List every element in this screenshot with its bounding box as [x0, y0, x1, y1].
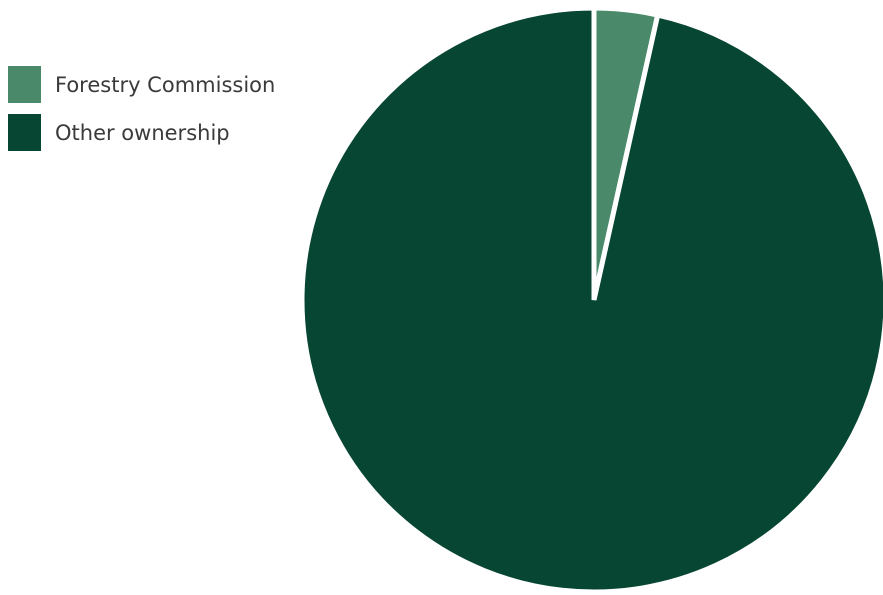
legend-swatch-other-ownership	[8, 114, 41, 151]
legend-swatch-forestry-commission	[8, 66, 41, 103]
legend-label-other-ownership: Other ownership	[55, 120, 230, 145]
pie-slices	[299, 5, 883, 595]
legend-label-forestry-commission: Forestry Commission	[55, 72, 276, 97]
chart-legend: Forestry Commission Other ownership	[8, 66, 275, 162]
legend-item-other-ownership: Other ownership	[8, 114, 275, 151]
pie-slice-other-ownership	[299, 5, 883, 595]
legend-item-forestry-commission: Forestry Commission	[8, 66, 275, 103]
